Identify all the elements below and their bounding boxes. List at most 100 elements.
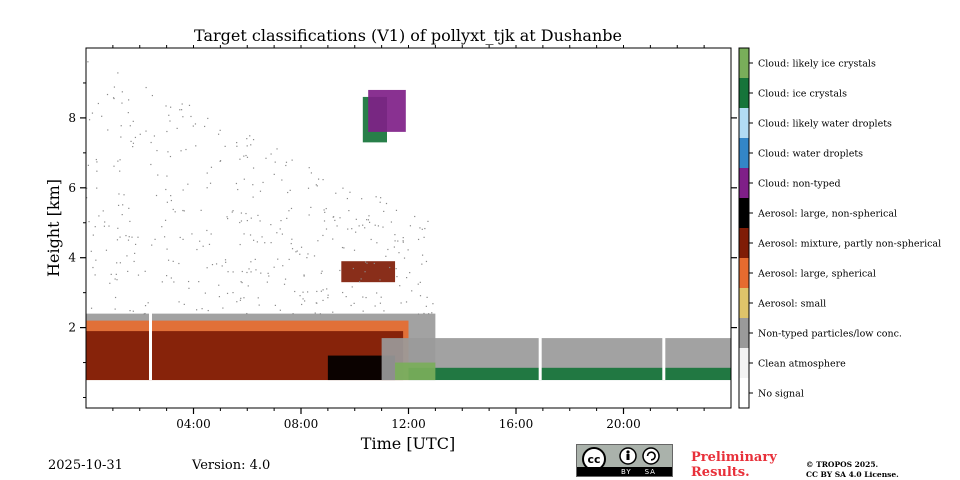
copyright-notice: © TROPOS 2025. CC BY SA 4.0 License. (806, 460, 899, 480)
noise-speck (98, 215, 100, 217)
noise-speck (183, 210, 185, 212)
noise-speck (276, 148, 278, 150)
noise-speck (409, 271, 411, 274)
noise-speck (407, 249, 409, 251)
noise-speck (118, 193, 120, 195)
noise-speck (255, 269, 257, 271)
noise-speck (231, 211, 233, 213)
noise-speck (280, 219, 282, 222)
copyright-line-1: © TROPOS 2025. (806, 460, 879, 469)
noise-speck (385, 255, 387, 257)
noise-speck (425, 305, 427, 307)
noise-speck (291, 238, 293, 240)
colorbar: Cloud: likely ice crystals Cloud: ice cry… (738, 47, 941, 409)
noise-speck (172, 208, 174, 211)
noise-speck (377, 225, 380, 227)
noise-speck (127, 112, 129, 114)
noise-speck (294, 290, 296, 293)
noise-speck (194, 123, 197, 125)
noise-speck (182, 116, 184, 118)
preliminary-line-1: Preliminary (691, 450, 777, 465)
noise-speck (195, 145, 197, 147)
noise-speck (207, 309, 209, 312)
x-axis-label: Time [UTC] (361, 434, 455, 453)
noise-speck (352, 267, 354, 270)
noise-speck (240, 212, 243, 214)
noise-speck (317, 240, 319, 242)
noise-speck (132, 310, 134, 312)
copyright-line-2: CC BY SA 4.0 License. (806, 470, 899, 479)
noise-speck (122, 204, 124, 206)
noise-speck (316, 290, 318, 293)
noise-speck (253, 239, 255, 241)
noise-speck (130, 140, 132, 142)
noise-speck (394, 240, 396, 242)
noise-speck (170, 199, 172, 202)
noise-speck (348, 210, 350, 212)
noise-speck (119, 170, 121, 172)
y-tick-label: 2 (68, 321, 76, 335)
noise-speck (226, 216, 228, 218)
noise-speck (227, 217, 229, 220)
noise-speck (218, 284, 220, 286)
noise-speck (232, 271, 234, 273)
noise-speck (224, 145, 226, 147)
x-tick-label: 08:00 (284, 417, 319, 431)
noise-speck (120, 125, 122, 127)
noise-speck (133, 260, 135, 263)
noise-speck (137, 236, 139, 238)
noise-speck (92, 266, 94, 269)
noise-speck (414, 215, 416, 218)
noise-speck (257, 297, 259, 299)
noise-speck (224, 259, 227, 261)
colorbar-label: Cloud: likely ice crystals (758, 59, 876, 70)
noise-speck (236, 301, 238, 303)
noise-speck (362, 296, 364, 298)
noise-speck (355, 218, 357, 220)
noise-speck (222, 307, 224, 309)
noise-speck (170, 106, 172, 108)
noise-speck (219, 160, 222, 162)
noise-speck (423, 312, 425, 315)
noise-speck (94, 226, 96, 228)
noise-speck (346, 197, 348, 200)
noise-speck (165, 188, 167, 191)
noise-speck (239, 221, 241, 224)
noise-speck (178, 262, 180, 265)
noise-speck (256, 241, 258, 243)
noise-speck (154, 238, 156, 240)
noise-speck (334, 219, 336, 222)
noise-speck (347, 228, 349, 230)
noise-speck (382, 226, 384, 228)
noise-speck (245, 154, 247, 157)
noise-speck (200, 209, 202, 211)
noise-speck (307, 253, 309, 255)
noise-speck (379, 302, 382, 304)
noise-speck (302, 298, 304, 300)
colorbar-frame (738, 47, 750, 409)
noise-speck (97, 102, 99, 105)
noise-speck (204, 292, 206, 294)
noise-speck (358, 281, 361, 283)
colorbar-label: Cloud: ice crystals (758, 89, 847, 100)
noise-speck (289, 189, 291, 191)
noise-speck (379, 279, 381, 281)
noise-speck (321, 270, 323, 272)
colorbar-swatch (739, 258, 749, 288)
noise-speck (351, 228, 353, 230)
noise-speck (267, 272, 269, 274)
noise-speck (134, 136, 137, 139)
noise-speck (241, 281, 243, 284)
noise-speck (165, 105, 167, 107)
noise-speck (286, 217, 288, 220)
noise-speck (288, 210, 290, 212)
noise-speck (273, 173, 275, 175)
noise-speck (361, 198, 363, 200)
noise-speck (132, 142, 135, 144)
noise-speck (274, 304, 276, 307)
noise-speck (237, 188, 239, 191)
noise-speck (397, 240, 399, 242)
noise-speck (121, 214, 123, 216)
noise-speck (394, 234, 396, 236)
noise-speck (217, 133, 220, 135)
